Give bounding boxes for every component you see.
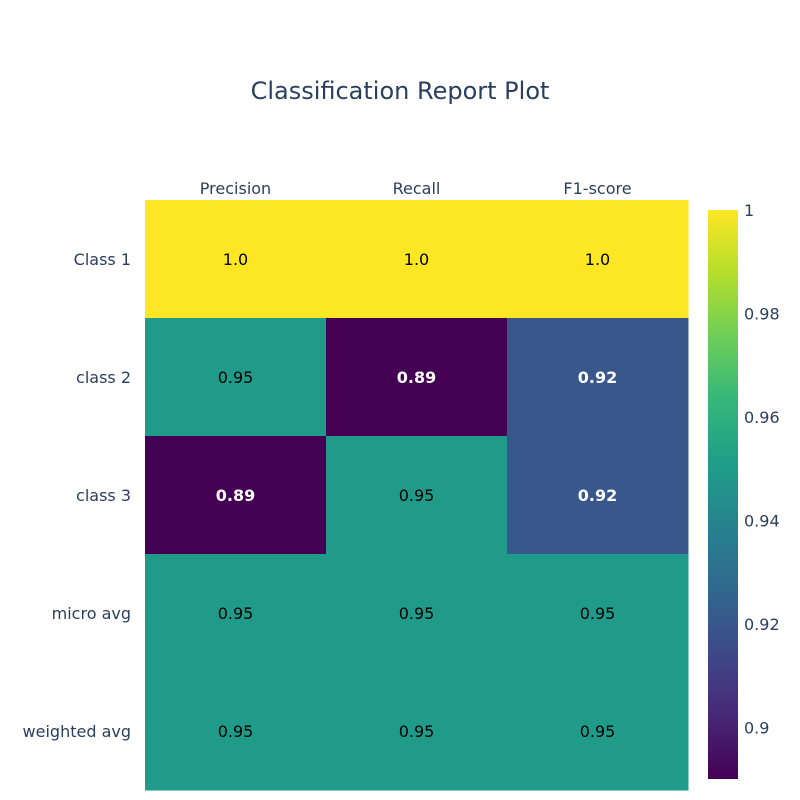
cell-value-label: 0.95	[399, 486, 435, 505]
heatmap-cell	[145, 200, 327, 319]
heatmap-cell	[145, 318, 327, 437]
heatmap-cell	[326, 436, 508, 555]
cell-value-label: 0.89	[397, 368, 436, 387]
heatmap-cell	[507, 672, 689, 791]
column-labels: Precision Recall F1-score	[200, 179, 632, 198]
colorbar-ticks: 0.9 0.92 0.94 0.96 0.98 1	[744, 201, 780, 737]
cell-value-label: 0.95	[218, 368, 254, 387]
heatmap-cell	[507, 436, 689, 555]
heatmap-cell	[507, 318, 689, 437]
heatmap-cell	[145, 554, 327, 673]
column-tick-label: Precision	[200, 179, 271, 198]
row-tick-label: micro avg	[52, 604, 131, 623]
cell-value-label: 0.95	[399, 604, 435, 623]
colorbar-tick-label: 0.98	[744, 304, 780, 323]
row-tick-label: class 2	[76, 368, 131, 387]
cell-value-label: 0.95	[580, 722, 616, 741]
heatmap-cell	[507, 200, 689, 319]
row-tick-label: weighted avg	[23, 722, 131, 741]
cell-value-label: 0.92	[578, 486, 617, 505]
cell-value-label: 0.95	[580, 604, 616, 623]
colorbar-tick-label: 0.92	[744, 615, 780, 634]
colorbar-tick-label: 0.96	[744, 408, 780, 427]
chart-title: Classification Report Plot	[251, 77, 550, 105]
cell-value-label: 0.95	[218, 722, 254, 741]
heatmap-cell	[145, 672, 327, 791]
heatmap-cell	[145, 436, 327, 555]
column-tick-label: F1-score	[563, 179, 631, 198]
cell-value-label: 0.95	[399, 722, 435, 741]
heatmap-cell	[507, 554, 689, 673]
heatmap-cell	[326, 318, 508, 437]
cell-value-label: 1.0	[223, 250, 248, 269]
cell-value-label: 0.95	[218, 604, 254, 623]
row-tick-label: class 3	[76, 486, 131, 505]
row-tick-label: Class 1	[74, 250, 131, 269]
cell-value-label: 0.89	[216, 486, 255, 505]
row-labels: Class 1 class 2 class 3 micro avg weighted a…	[23, 250, 131, 741]
heatmap-cells: 1.0 1.0 1.0 0.95 0.89 0.92 0.89 0.95 0.92 0.95 0.9…	[145, 200, 689, 791]
heatmap-cell	[326, 554, 508, 673]
colorbar-tick-label: 0.94	[744, 511, 780, 530]
cell-value-label: 1.0	[585, 250, 610, 269]
cell-value-label: 0.92	[578, 368, 617, 387]
colorbar-tick-label: 0.9	[744, 718, 769, 737]
heatmap-cell	[326, 200, 508, 319]
column-tick-label: Recall	[393, 179, 441, 198]
colorbar: 0.9 0.92 0.94 0.96 0.98 1	[708, 201, 780, 779]
heatmap-cell	[326, 672, 508, 791]
colorbar-tick-label: 1	[744, 201, 754, 220]
cell-value-label: 1.0	[404, 250, 429, 269]
colorbar-gradient	[708, 210, 738, 779]
